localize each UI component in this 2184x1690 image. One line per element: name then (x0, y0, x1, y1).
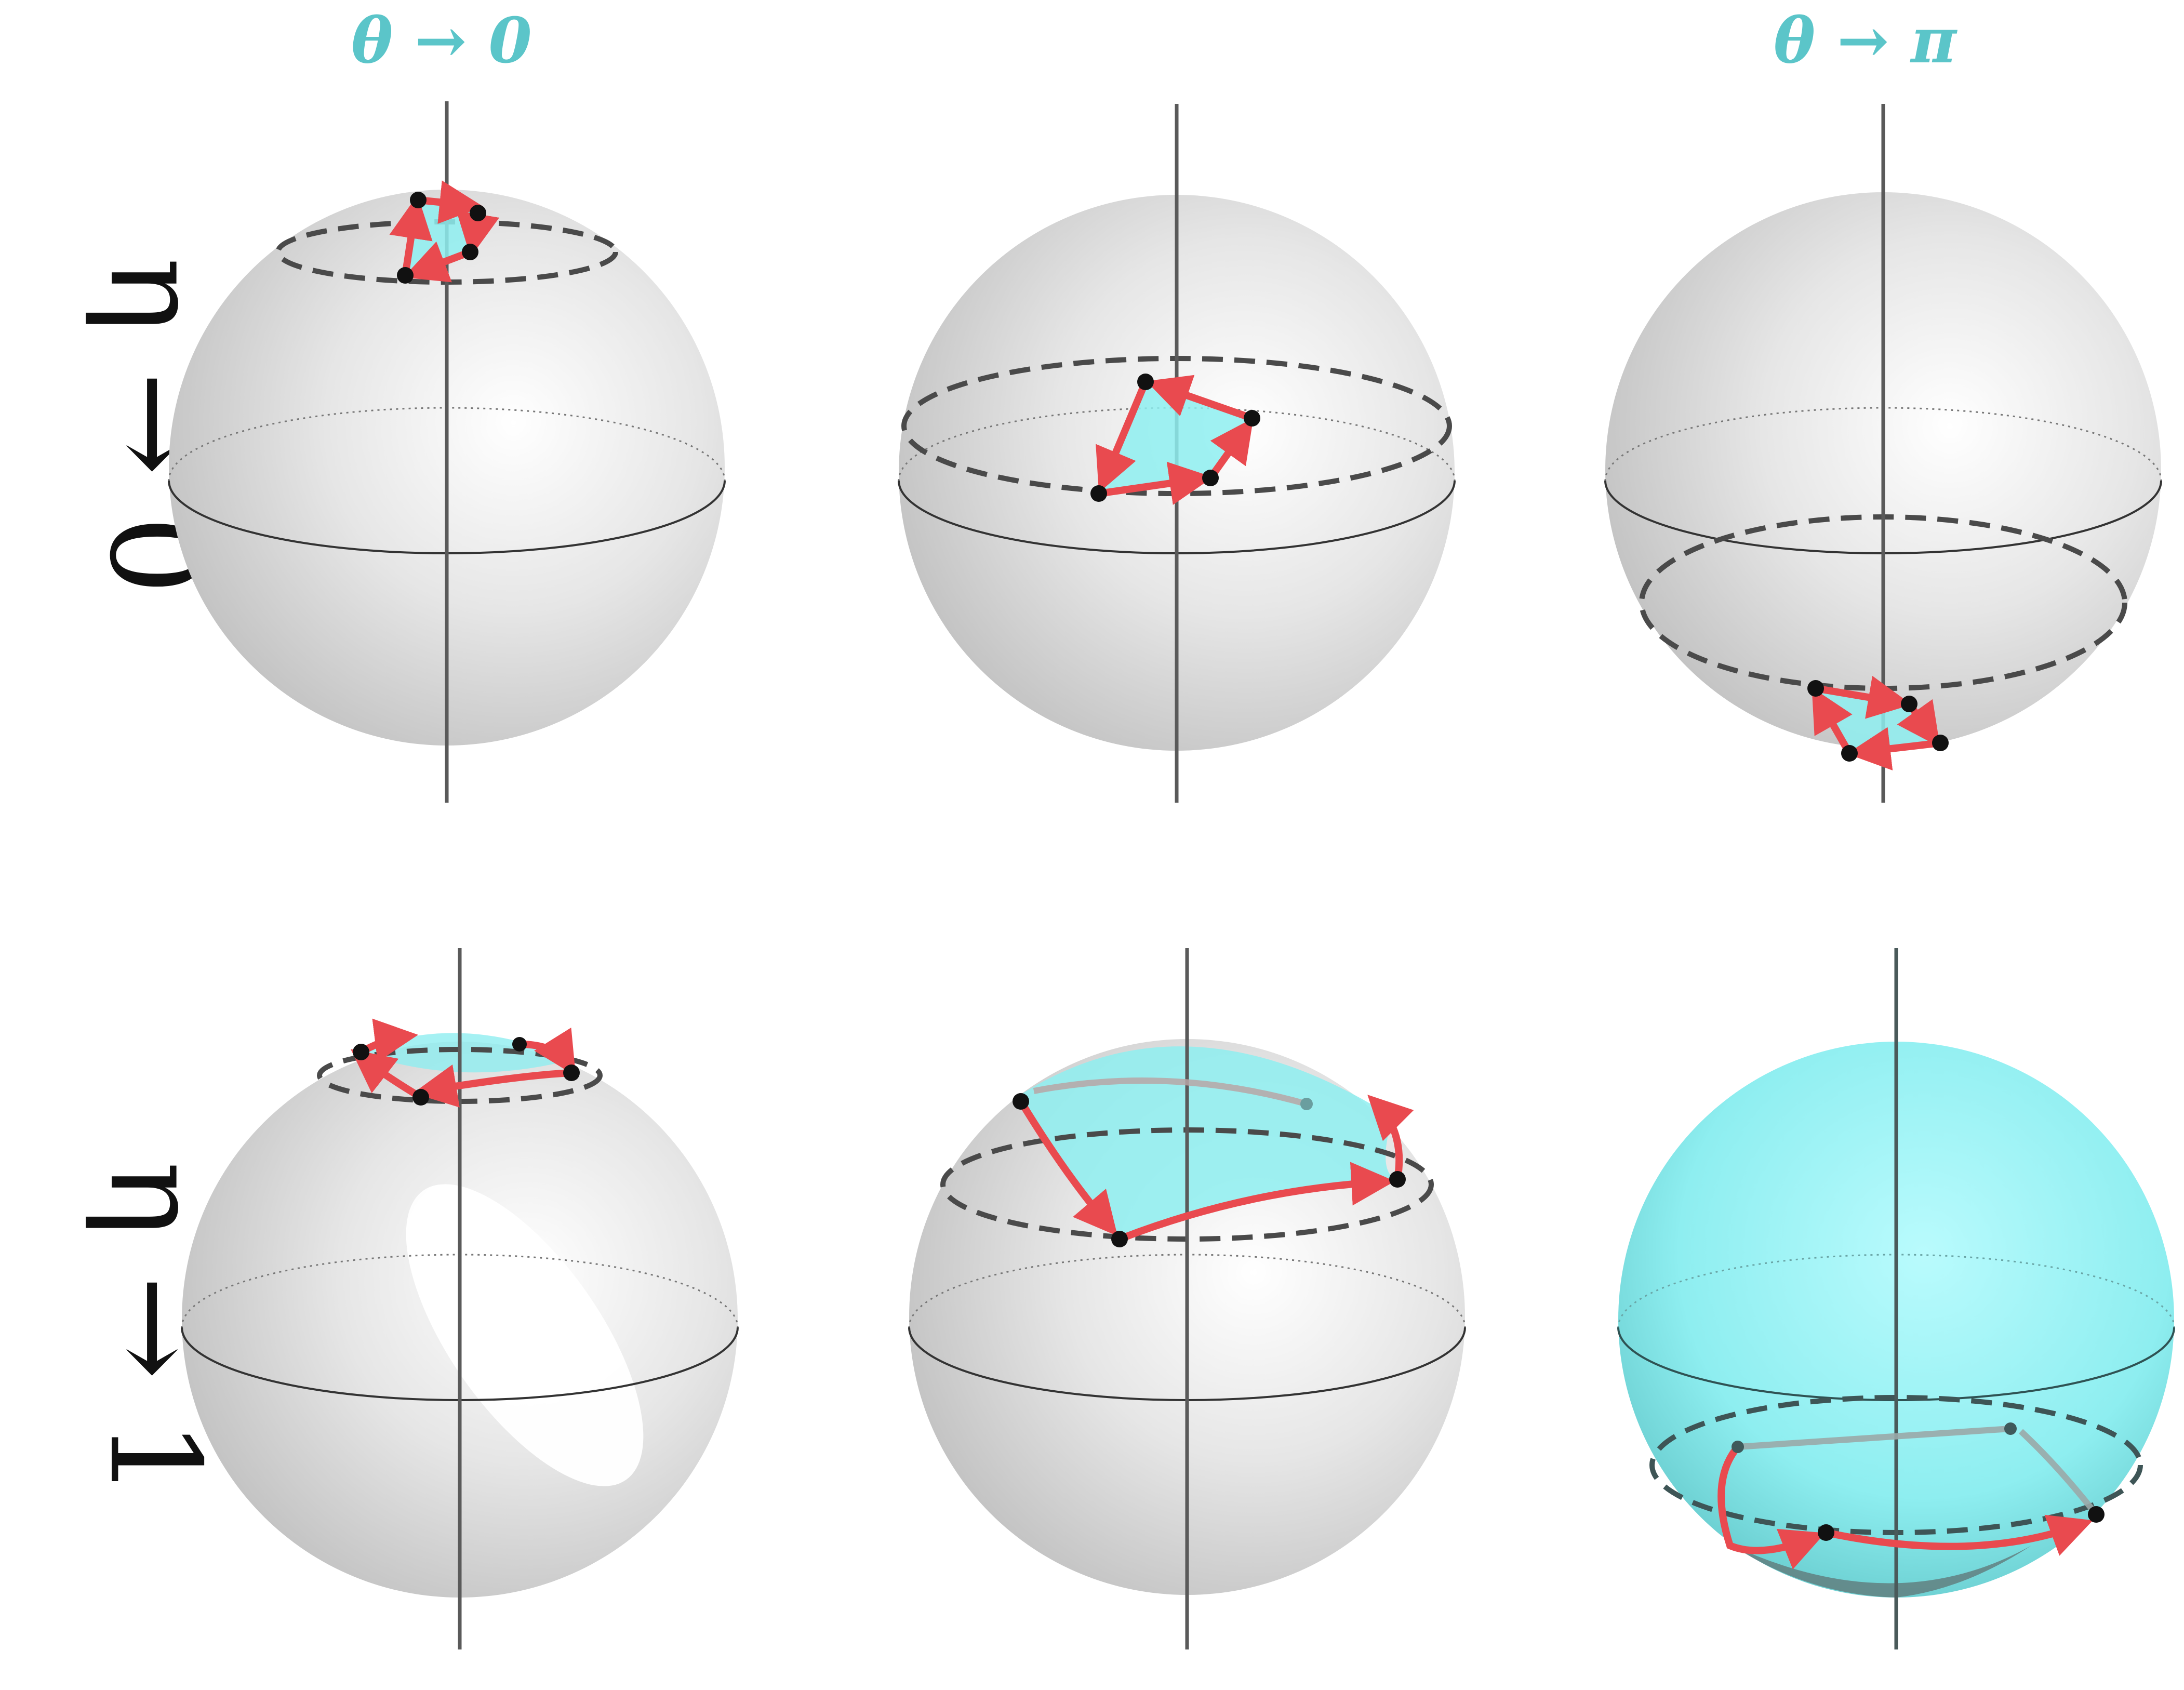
back-path-2 (2018, 1429, 2099, 1516)
panel-eta0-thetamid (898, 104, 1456, 803)
vertex-dots (353, 1037, 580, 1106)
path-loop (1717, 1444, 2093, 1569)
vertex-dots (397, 192, 486, 284)
panel-eta1-thetapi (1617, 948, 2175, 1649)
column-label-theta-zero: θ → 0 (351, 4, 532, 77)
back-path (1033, 1077, 1308, 1107)
specular-highlight (406, 1184, 644, 1486)
panel-eta1-theta0 (181, 948, 739, 1649)
path-loop (1096, 375, 1254, 505)
panel-eta1-thetamid (908, 948, 1466, 1649)
back-path (1737, 1426, 2011, 1450)
path-loop (1018, 1095, 1414, 1243)
path-loop (1812, 675, 1941, 770)
panel-eta0-thetapi (1604, 104, 2162, 803)
vertex-dots (1732, 1422, 2105, 1541)
vertex-dots (1013, 1093, 1406, 1247)
panel-eta0-theta0 (168, 101, 726, 803)
vertex-dots (1090, 374, 1260, 502)
uncovered-bottom (1733, 1546, 2031, 1598)
vertex-dots (1807, 680, 1949, 762)
column-label-theta-pi: θ → π (1774, 4, 1957, 77)
